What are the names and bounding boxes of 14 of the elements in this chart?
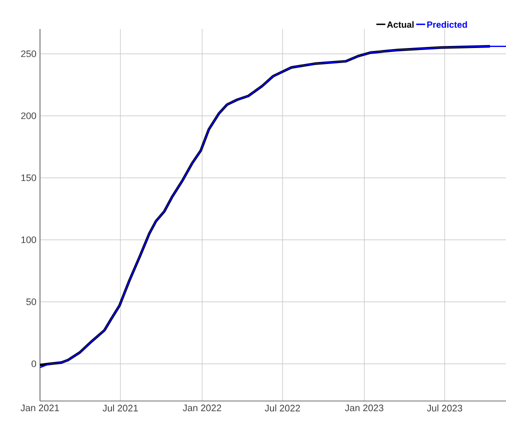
x-tick-label: Jul 2023 [426, 404, 462, 412]
y-tick-label: 200 [21, 112, 36, 120]
x-tick-label: Jan 2022 [182, 404, 222, 412]
legend-label: Predicted [427, 21, 467, 28]
y-tick-label: 50 [26, 298, 36, 306]
y-tick-label: 0 [32, 360, 36, 368]
y-tick-label: 100 [21, 236, 36, 244]
x-tick-label: Jan 2023 [344, 404, 384, 412]
x-tick-label: Jul 2021 [102, 404, 138, 412]
legend-label: Actual [387, 21, 414, 28]
x-tick-label: Jan 2021 [20, 404, 59, 412]
y-tick-label: 150 [21, 174, 36, 182]
y-tick-label: 250 [21, 50, 36, 58]
x-tick-label: Jul 2022 [264, 404, 300, 412]
